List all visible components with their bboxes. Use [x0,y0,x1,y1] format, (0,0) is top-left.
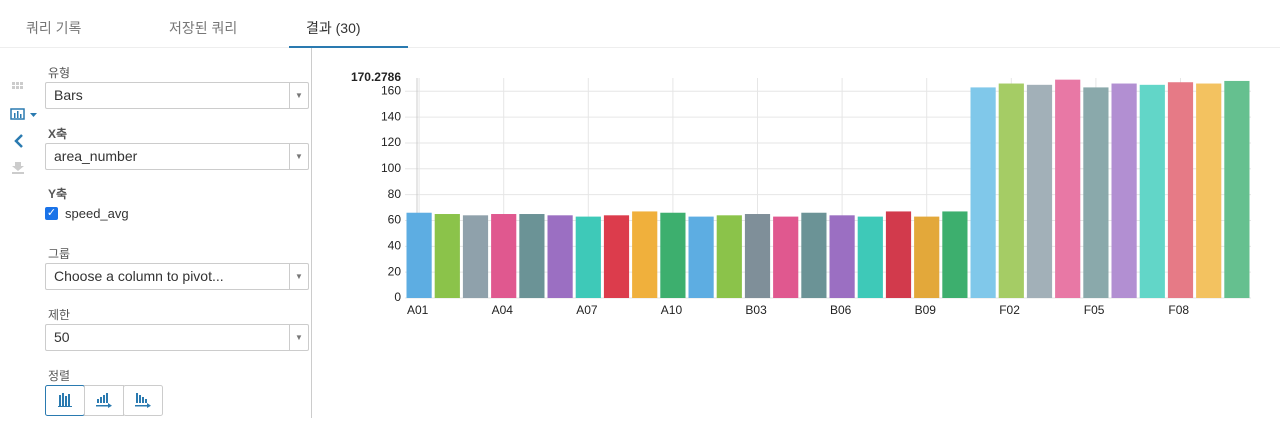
y-tick-label: 60 [388,213,402,227]
bar [519,214,545,298]
label: 유형 [48,66,71,80]
x-tick-label: B06 [830,303,852,317]
y-tick-label: 120 [381,135,401,149]
bar [829,215,855,298]
select-value: area_number [54,148,138,164]
bar [1139,84,1165,299]
y-tick-label: 0 [394,290,401,304]
select-value: 50 [54,329,70,345]
y-tick-label: 80 [388,187,402,201]
bar [970,87,996,298]
y-tick-label: 140 [381,109,401,123]
bar [716,215,742,298]
x-tick-label: A07 [576,303,598,317]
select-arrow: ▼ [289,144,308,169]
collapse-icon[interactable] [14,134,23,148]
x-tick-label: F05 [1084,303,1105,317]
tab-underline [289,46,408,48]
label: 제한 [48,308,71,322]
bar [744,214,771,298]
bar [1167,82,1194,298]
bar [801,212,827,298]
bar [547,215,573,298]
bar [1083,87,1109,298]
tab[interactable]: 저장된 쿼리 [169,20,238,36]
bar [603,215,630,298]
bar [1055,79,1081,299]
bar [1196,83,1222,298]
x-tick-label: F02 [999,303,1020,317]
x-tick-label: A01 [407,303,429,317]
select-arrow: ▼ [289,264,308,289]
x-tick-label: F08 [1168,303,1189,317]
bar [406,212,432,298]
divider [311,48,312,418]
bar [857,216,883,298]
chart-icon[interactable] [10,108,37,120]
bar [942,211,968,298]
bar [914,216,940,298]
download-icon[interactable] [12,162,24,174]
checkbox[interactable]: ✓ [45,207,58,220]
bar [575,216,601,298]
y-max-label: 170.2786 [351,70,401,84]
bar [632,211,658,298]
x-tick-label: A10 [661,303,683,317]
select[interactable]: Bars ▼ [45,82,309,109]
side-icons [10,82,37,174]
bar [1026,84,1053,299]
bar [998,83,1024,298]
bar [491,214,517,298]
bar [660,212,686,298]
bar [434,214,460,298]
y-tick-label: 40 [388,238,402,252]
bar [885,211,912,298]
bar [462,215,489,298]
tab-border [0,47,1280,48]
y-tick-label: 20 [388,264,402,278]
checkbox-label: speed_avg [65,206,129,221]
select[interactable]: 50 ▼ [45,324,309,351]
select[interactable]: Choose a column to pivot... ▼ [45,263,309,290]
y-tick-label: 160 [381,83,401,97]
select[interactable]: area_number ▼ [45,143,309,170]
bar [1224,80,1250,298]
select-arrow: ▼ [289,325,308,350]
bar [773,216,799,298]
label: Y축 [48,187,68,201]
select-value: Choose a column to pivot... [54,268,224,284]
label: 그룹 [48,247,71,261]
grid-icon[interactable] [12,82,23,89]
label: 정렬 [48,369,71,383]
select-value: Bars [54,87,83,103]
tab-active[interactable]: 결과 (30) [306,20,361,36]
x-tick-label: B03 [745,303,767,317]
x-tick-label: B09 [915,303,937,317]
label: X축 [48,127,68,141]
y-tick-label: 100 [381,161,401,175]
bar [688,216,714,298]
x-tick-label: A04 [492,303,514,317]
select-arrow: ▼ [289,83,308,108]
tab[interactable]: 쿼리 기록 [26,20,82,36]
sort-buttons [45,385,163,416]
bar [1111,83,1137,298]
